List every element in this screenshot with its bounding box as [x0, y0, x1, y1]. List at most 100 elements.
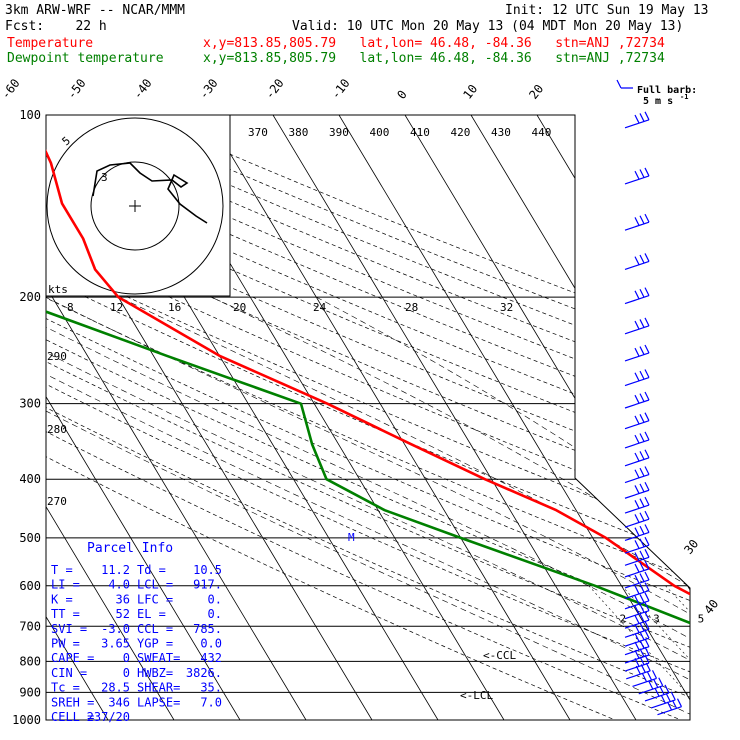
wind-barb-icon — [624, 560, 650, 578]
theta-label: 270 — [47, 495, 67, 508]
isotherm-line — [338, 115, 690, 720]
dewpoint-profile-line — [46, 115, 690, 720]
wind-barb-staff — [624, 610, 650, 620]
wind-barb-flag — [639, 573, 645, 582]
ccl-marker: <-CCL — [483, 649, 516, 662]
wind-barb-staff — [624, 544, 650, 554]
wind-barb-flag — [644, 369, 650, 378]
wind-barb-staff — [638, 685, 663, 695]
plot-frame — [45, 114, 691, 721]
init-time: Init: 12 UTC Sun 19 May 13 — [505, 3, 709, 18]
isotherm-line — [46, 115, 175, 720]
wind-barb-staff — [624, 590, 650, 600]
wind-barb-flag — [639, 451, 645, 460]
mixing-ratio-label: 2 — [620, 612, 627, 625]
wind-barb-flag — [634, 452, 640, 462]
wind-barb-flag — [635, 665, 641, 675]
wind-barb-flag — [634, 290, 640, 300]
dewpoint-legend: Dewpoint temperature — [7, 51, 164, 66]
isotherm-line — [668, 115, 690, 720]
speed-scale-label: 24 — [313, 301, 327, 314]
wind-barb-flag — [639, 288, 645, 298]
wind-barb-flag — [658, 677, 664, 687]
wind-barb-flag — [644, 549, 650, 558]
wind-barb-flag — [634, 256, 640, 265]
moist-adiabat-line — [46, 296, 690, 720]
wind-barb-flag — [634, 585, 640, 595]
wind-barb-flag — [639, 113, 645, 122]
isotherm-line — [46, 115, 307, 720]
wind-barb-flag — [644, 466, 650, 475]
speed-scale-label: 28 — [405, 301, 418, 314]
isotherm-label: -50 — [64, 76, 88, 102]
parcel-label: LI = — [51, 578, 80, 592]
parcel-label: K = — [51, 592, 73, 606]
wind-barb-flag — [641, 673, 648, 682]
wind-barb-flag — [639, 622, 645, 632]
wind-barb-flag — [634, 114, 640, 124]
isotherm-label: 0 — [394, 88, 409, 102]
wind-barb-flag — [639, 562, 645, 571]
wind-barb-flag — [639, 656, 645, 665]
barb-unit-label: 5 m s — [643, 96, 673, 107]
wind-barb-flag — [634, 605, 640, 615]
wind-barb-flag — [639, 254, 645, 264]
pressure-tick-label: 100 — [19, 108, 41, 122]
wind-barb-icon — [624, 344, 650, 362]
wind-barb-flag — [634, 527, 640, 536]
parcel-value: 28.5 — [101, 681, 130, 695]
isotherm-label: -60 — [0, 76, 23, 102]
dry-adiabat-line — [46, 115, 690, 720]
theta-label: 290 — [47, 350, 67, 363]
dry-adiabat-line — [46, 115, 690, 720]
hodograph-trace — [92, 162, 208, 224]
parcel-label: Tc = — [51, 681, 80, 695]
wind-barb-icon — [624, 582, 650, 600]
wind-barb-flag — [644, 481, 650, 491]
wind-barb-staff — [624, 600, 650, 610]
wind-barb-flag — [644, 536, 650, 546]
wind-barb-flag — [644, 344, 650, 354]
wind-barb-icon — [624, 571, 650, 589]
wind-barb-icon — [624, 536, 650, 554]
wind-barb-flag — [671, 700, 678, 709]
wind-barb-flag — [634, 552, 640, 561]
wind-barb-flag — [644, 111, 650, 121]
wind-barb-flag — [676, 698, 683, 707]
mixed-layer-marker: M — [348, 531, 355, 544]
wind-barb-flag — [644, 449, 650, 459]
parcel-value: -3.0 — [101, 622, 130, 636]
wind-barb-icon — [624, 646, 650, 664]
parcel-value: 0. — [208, 607, 222, 621]
wind-barb-icon — [624, 592, 650, 610]
wind-barb-flag — [634, 641, 640, 651]
dry-adiabat-line — [46, 115, 690, 720]
wind-barb-flag — [634, 394, 640, 404]
isotherm-label: 40 — [701, 597, 721, 617]
speed-scale-label: 8 — [67, 301, 74, 314]
parcel-value: 52 — [116, 607, 130, 621]
wind-barb-flag — [634, 415, 640, 425]
wind-barb-flag — [639, 631, 645, 641]
wind-barb-flag — [634, 624, 640, 633]
isotherm-label: 10 — [460, 82, 480, 102]
wind-barb-flag — [644, 602, 650, 611]
wind-barb-flag — [639, 433, 645, 442]
parcel-value: 785. — [193, 622, 222, 636]
wind-barb-flag — [639, 467, 645, 477]
wind-barb-flag — [639, 550, 645, 560]
wind-barb-icon — [657, 698, 683, 716]
wind-barb-flag — [648, 680, 654, 690]
wind-barb-icon — [624, 167, 650, 185]
parcel-label: Td = — [137, 563, 166, 577]
theta-label: 410 — [410, 126, 430, 139]
wind-barb-staff — [624, 504, 650, 514]
theta-label: 400 — [370, 126, 390, 139]
wind-barb-staff — [624, 221, 650, 231]
parcel-value: 0.0 — [200, 637, 222, 651]
isotherm-label: -30 — [196, 76, 220, 102]
wind-barb-icon — [624, 213, 650, 231]
hodograph-point-label: 3 — [101, 171, 108, 184]
wind-barb-flag — [644, 253, 650, 262]
forecast-hour: Fcst: 22 h — [5, 19, 107, 34]
